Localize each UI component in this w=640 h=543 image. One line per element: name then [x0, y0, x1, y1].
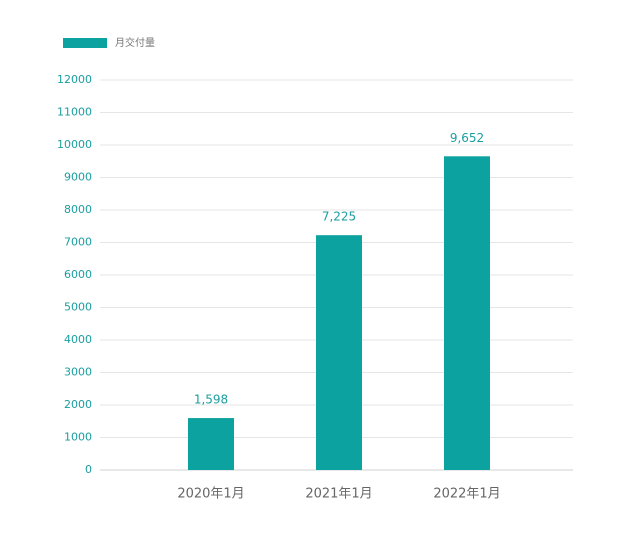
y-tick-label: 0: [85, 463, 92, 476]
value-label: 7,225: [322, 210, 356, 224]
y-tick-label: 9000: [64, 171, 92, 184]
value-label: 1,598: [194, 393, 228, 407]
legend-swatch: [63, 38, 107, 48]
bar: [444, 156, 490, 470]
y-tick-label: 3000: [64, 366, 92, 379]
value-label: 9,652: [450, 131, 484, 145]
y-tick-label: 5000: [64, 301, 92, 314]
bar: [188, 418, 234, 470]
x-tick-label: 2020年1月: [177, 487, 244, 502]
x-tick-label: 2022年1月: [433, 487, 500, 502]
y-tick-label: 8000: [64, 203, 92, 216]
y-tick-label: 12000: [57, 73, 92, 86]
legend-label: 月交付量: [115, 36, 155, 49]
y-tick-label: 7000: [64, 236, 92, 249]
y-tick-label: 1000: [64, 431, 92, 444]
y-tick-label: 2000: [64, 398, 92, 411]
x-tick-label: 2021年1月: [305, 487, 372, 502]
bar: [316, 235, 362, 470]
y-tick-label: 11000: [57, 106, 92, 119]
y-tick-label: 4000: [64, 333, 92, 346]
y-tick-label: 10000: [57, 138, 92, 151]
y-tick-label: 6000: [64, 268, 92, 281]
